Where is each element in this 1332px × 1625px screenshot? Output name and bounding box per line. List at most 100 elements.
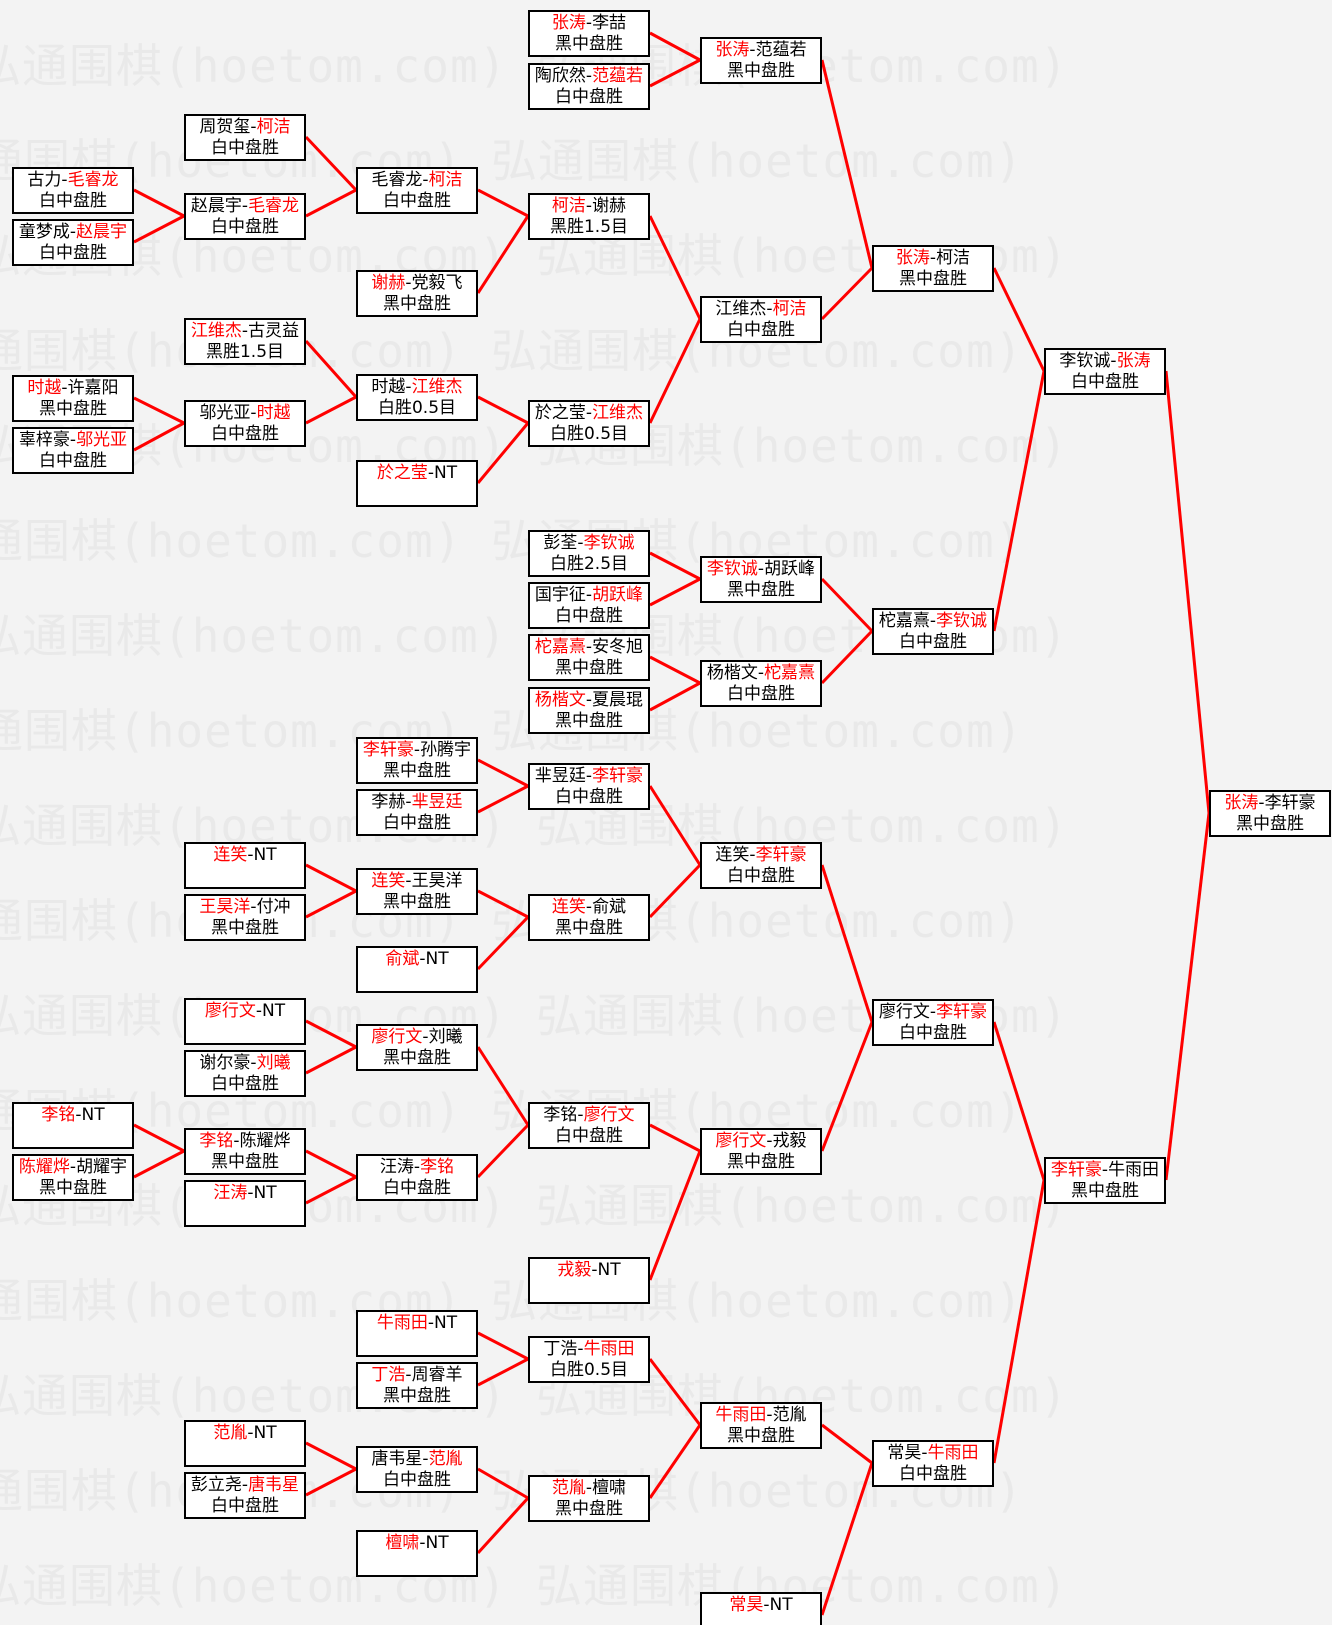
match-players: 时越-许嘉阳 [14,378,132,399]
connector-line [648,1358,702,1426]
match-box: 常昊-NT [700,1592,822,1625]
player-name: 李喆 [592,13,627,33]
vs-dash: - [585,766,593,786]
connector-line [992,1021,1046,1181]
match-players: 王昊洋-付冲 [186,897,304,918]
match-players: 李钦诚-胡跃峰 [702,559,820,580]
match-players: 廖行文-戎毅 [702,1131,820,1152]
vs-dash: - [247,845,254,865]
match-result: 白中盘胜 [899,1023,967,1043]
match-box: 李铭-NT [12,1102,134,1149]
player-name: NT [434,1313,458,1333]
match-box: 时越-江维杰 白胜0.5目 [356,374,478,421]
vs-dash: - [250,1053,257,1073]
player-name: 牛雨田 [927,1443,979,1463]
match-players: 连笑-俞斌 [530,897,648,918]
match-box: 丁浩-周睿羊 黑中盘胜 [356,1362,478,1409]
match-result: 白中盘胜 [383,191,451,211]
match-result: 黑中盘胜 [555,1499,623,1519]
player-name: 牛雨田 [715,1405,767,1425]
match-players: 时越-江维杰 [358,377,476,398]
vs-dash: - [1258,793,1265,813]
vs-dash: - [405,792,412,812]
match-players: 於之莹-江维杰 [530,403,648,424]
connector-line [133,396,185,425]
match-players: 赵晨宇-毛睿龙 [186,196,304,217]
vs-dash: - [69,1157,77,1177]
connector-line [305,1019,357,1049]
match-players: 戎毅-NT [530,1260,648,1281]
connector-line [649,655,701,685]
player-name: 柁嘉熹 [764,663,816,683]
match-result: 白中盘胜 [39,191,107,211]
vs-dash: - [422,1027,429,1047]
connector-line [476,1496,530,1555]
connector-line [476,215,530,294]
player-name: 连笑 [715,845,750,865]
match-result: 黑中盘胜 [383,892,451,912]
match-players: 谢尔豪-刘曦 [186,1053,304,1074]
match-result: 白中盘胜 [211,138,279,158]
player-name: 付冲 [256,897,291,917]
vs-dash: - [75,1105,82,1125]
match-box: 赵晨宇-毛睿龙 白中盘胜 [184,193,306,240]
connector-line [648,318,702,424]
vs-dash: - [766,1131,773,1151]
match-result: 黑中盘胜 [383,1048,451,1068]
match-box: 童梦成-赵晨宇 白中盘胜 [12,219,134,266]
player-name: 连笑 [371,871,406,891]
match-box: 毛睿龙-柯洁 白中盘胜 [356,167,478,214]
match-result: 白中盘胜 [383,1470,451,1490]
connector-line [305,1175,357,1205]
vs-dash: - [427,463,435,483]
player-name: 童梦成 [18,222,70,242]
match-result: 黑中盘胜 [1071,1181,1139,1201]
vs-dash: - [69,430,77,450]
connector-line [992,267,1046,372]
match-box: 古力-毛睿龙 白中盘胜 [12,167,134,214]
match-box: 廖行文-李轩豪 白中盘胜 [872,999,994,1046]
player-name: 李铭 [199,1131,234,1151]
match-box: 张涛-李喆 黑中盘胜 [528,10,650,57]
vs-dash: - [749,40,756,60]
match-box: 李铭-廖行文 白中盘胜 [528,1102,650,1149]
match-players: 李赫-芈昱廷 [358,792,476,813]
player-name: 胡跃峰 [592,585,644,605]
vs-dash: - [419,1533,426,1553]
match-box: 陈耀烨-胡耀宇 黑中盘胜 [12,1154,134,1201]
player-name: NT [253,1183,277,1203]
player-name: 谢赫 [592,196,627,216]
connector-line [305,1441,357,1471]
match-result: 白中盘胜 [899,632,967,652]
match-result: 黑中盘胜 [727,1152,795,1172]
vs-dash: - [929,248,937,268]
match-result [530,1281,648,1302]
match-result [186,1204,304,1225]
connector-line [648,215,702,320]
vs-dash: - [749,845,756,865]
player-name: 刘曦 [428,1027,463,1047]
match-result: 黑中盘胜 [727,1426,795,1446]
player-name: 毛睿龙 [248,196,300,216]
match-box: 唐韦星-范胤 白中盘胜 [356,1446,478,1493]
player-name: 柯洁 [772,299,807,319]
match-result: 黑中盘胜 [211,918,279,938]
match-box: 陶欣然-范蕴若 白中盘胜 [528,63,650,110]
vs-dash: - [61,378,68,398]
match-result: 白中盘胜 [383,1178,451,1198]
player-name: 李轩豪 [362,740,414,760]
vs-dash: - [413,1157,421,1177]
player-name: 王昊洋 [199,897,251,917]
player-name: 孙腾宇 [420,740,472,760]
vs-dash: - [61,170,68,190]
match-box: 谢赫-党毅飞 黑中盘胜 [356,270,478,317]
player-name: 邬光亚 [76,430,128,450]
player-name: 陈耀烨 [239,1131,291,1151]
match-players: 江维杰-柯洁 [702,299,820,320]
player-name: 许嘉阳 [67,378,119,398]
player-name: 范蕴若 [755,40,807,60]
connector-line [476,1046,530,1126]
match-players: 柁嘉熹-李钦诚 [874,611,992,632]
connector-line [477,188,529,218]
